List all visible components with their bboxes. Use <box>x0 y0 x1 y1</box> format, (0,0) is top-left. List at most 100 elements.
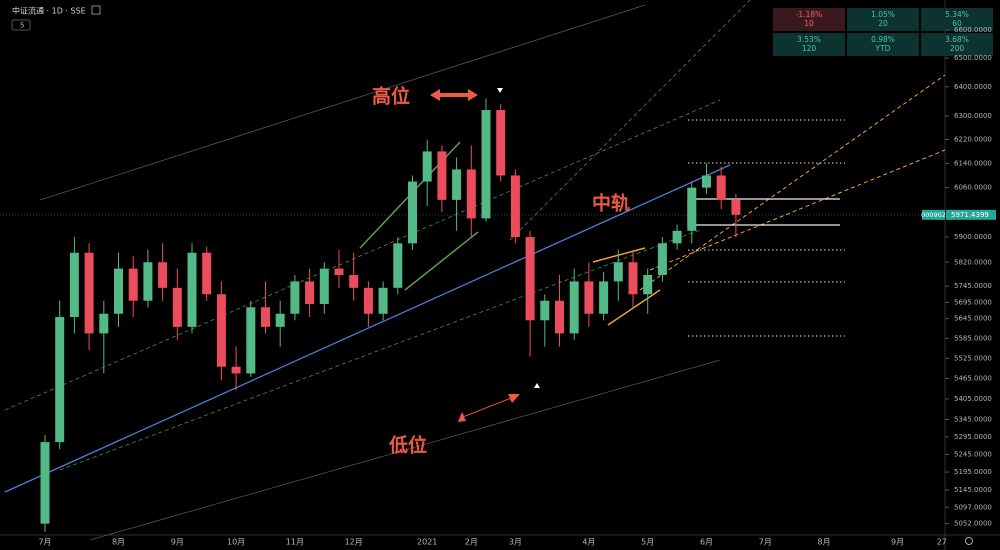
pattern-line <box>592 247 646 263</box>
y-tick-label: 5097.0000 <box>954 503 992 511</box>
perf-change: -1.18% <box>796 10 823 19</box>
candle-body <box>466 169 476 219</box>
channel-line <box>4 99 721 411</box>
x-tick-label: 8月 <box>818 538 831 547</box>
y-tick-label: 5295.0000 <box>954 433 992 441</box>
candle-body <box>452 169 462 200</box>
candle-body <box>187 252 197 327</box>
channel-line <box>639 74 946 291</box>
candle-body <box>731 199 741 215</box>
candle-body <box>275 313 285 327</box>
x-tick-label: 2月 <box>465 538 478 547</box>
arrow <box>458 394 520 422</box>
y-tick-label: 5405.0000 <box>954 395 992 403</box>
candle-body <box>408 181 417 244</box>
indicator-count: 5 <box>20 22 24 30</box>
perf-cell <box>921 8 993 31</box>
candle-body <box>143 262 153 301</box>
symbol-label: 000902 <box>921 211 946 219</box>
perf-cell <box>847 33 919 56</box>
candle-body <box>172 287 182 327</box>
price-tag <box>946 209 996 220</box>
candle-body <box>702 175 711 188</box>
y-tick-label: 5645.0000 <box>954 315 992 323</box>
pattern-line <box>607 289 661 326</box>
annotations: 高位 低位 中轨 <box>372 85 630 457</box>
candle-body <box>437 151 447 200</box>
channel-line <box>509 0 751 241</box>
marker <box>534 383 540 388</box>
candle-body <box>349 275 359 288</box>
candle-body <box>84 252 94 334</box>
candle-body <box>378 287 388 314</box>
y-tick-label: 6300.0000 <box>954 112 992 120</box>
marker <box>497 88 503 93</box>
x-tick-label: 11月 <box>286 538 304 547</box>
perf-period: YTD <box>875 44 891 53</box>
candle-body <box>261 307 270 327</box>
perf-change: 1.05% <box>871 10 895 19</box>
x-tick-label: 27 <box>937 538 947 547</box>
x-tick-label: 10月 <box>227 538 245 547</box>
y-tick-label: 6400.0000 <box>954 83 992 91</box>
candle-body <box>628 262 638 295</box>
trend-line <box>4 164 731 493</box>
perf-cell <box>921 33 993 56</box>
arrow <box>430 89 478 101</box>
perf-period: 120 <box>802 44 817 53</box>
y-tick-label: 6500.0000 <box>954 54 992 62</box>
x-tick-label: 9月 <box>891 538 904 547</box>
y-tick-label: 5695.0000 <box>954 298 992 306</box>
candle-body <box>319 268 329 304</box>
x-tick-label: 4月 <box>582 538 595 547</box>
perf-change: 0.98% <box>871 35 895 44</box>
candle-body <box>128 268 138 301</box>
perf-period: 20 <box>878 19 888 28</box>
perf-change: 3.53% <box>797 35 821 44</box>
candle-body <box>555 300 564 334</box>
x-tick-label: 5月 <box>641 538 654 547</box>
settings-icon[interactable] <box>965 537 973 545</box>
y-tick-label: 6600.0000 <box>954 26 992 34</box>
x-tick-label: 9月 <box>171 538 184 547</box>
y-tick-label: 5900.0000 <box>954 233 992 241</box>
candle-body <box>584 281 594 314</box>
candle-body <box>510 175 520 238</box>
price-label: 5971.4399 <box>951 211 989 219</box>
channel-line <box>89 359 721 541</box>
candle-body <box>216 294 226 367</box>
candle-body <box>422 151 432 182</box>
x-tick-label: 7月 <box>759 538 772 547</box>
annotation: 高位 <box>372 85 410 108</box>
y-tick-label: 5745.0000 <box>954 282 992 290</box>
candle-body <box>687 187 697 231</box>
candle-body <box>540 300 550 321</box>
candle-body <box>69 252 79 318</box>
indicator-box <box>11 19 31 31</box>
perf-cell <box>773 8 845 31</box>
candle-body <box>334 268 344 276</box>
chart-title: 中证流通 · 1D · SSE <box>12 6 86 16</box>
candle-body <box>525 237 535 321</box>
y-tick-label: 5525.0000 <box>954 354 992 362</box>
candle-body <box>716 175 726 200</box>
candle-body <box>202 252 212 295</box>
candle-body <box>246 307 256 374</box>
y-tick-label: 5195.0000 <box>954 468 992 476</box>
y-tick-label: 5465.0000 <box>954 375 992 383</box>
candle-body <box>643 275 653 295</box>
x-tick-label: 3月 <box>509 538 522 547</box>
candle-body <box>305 281 315 304</box>
y-tick-label: 6140.0000 <box>954 159 992 167</box>
x-tick-label: 8月 <box>112 538 125 547</box>
annotation: 中轨 <box>592 192 630 215</box>
candle-body <box>393 243 403 288</box>
annotation: 低位 <box>388 434 427 457</box>
perf-cell <box>773 33 845 56</box>
y-tick-label: 5052.0000 <box>954 520 992 528</box>
channel-line <box>39 4 646 201</box>
candle-body <box>40 442 50 524</box>
perf-change: 3.68% <box>945 35 969 44</box>
x-tick-label: 2021 <box>417 538 437 547</box>
